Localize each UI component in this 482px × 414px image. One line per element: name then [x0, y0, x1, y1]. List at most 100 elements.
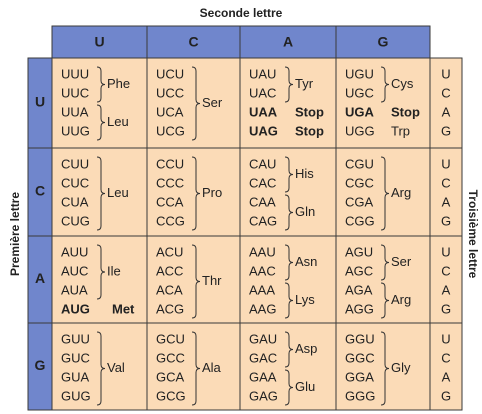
- third-letter: U: [441, 331, 450, 346]
- third-letter: U: [441, 156, 450, 171]
- codon: AUG: [61, 301, 90, 316]
- codon: CAC: [249, 175, 276, 190]
- codon: CGC: [345, 175, 374, 190]
- cell: [51, 322, 148, 411]
- codon: CAA: [249, 194, 276, 209]
- amino-acid: Trp: [391, 123, 410, 138]
- codon: GAG: [249, 388, 278, 403]
- amino-acid: Cys: [391, 76, 414, 91]
- header-band: [51, 25, 431, 59]
- third-letter: A: [442, 104, 451, 119]
- codon: GUC: [61, 350, 90, 365]
- third-letter: A: [442, 282, 451, 297]
- brace: [96, 244, 106, 300]
- codon: CCC: [156, 175, 184, 190]
- codon: CCU: [156, 156, 184, 171]
- amino-acid: Thr: [202, 273, 222, 288]
- codon: CCG: [156, 213, 185, 228]
- third-letter: G: [441, 213, 451, 228]
- third-letter: U: [441, 66, 450, 81]
- codon: GCA: [156, 369, 185, 384]
- brace: [191, 66, 201, 141]
- brace: [284, 369, 294, 406]
- left-band: [27, 57, 53, 411]
- codon: CUG: [61, 213, 90, 228]
- left-label: Première lettre: [8, 192, 22, 276]
- first-letter: A: [35, 270, 45, 286]
- third-letter: A: [442, 369, 451, 384]
- top-label: Seconde lettre: [200, 6, 283, 20]
- cell: [146, 235, 241, 324]
- amino-acid: Arg: [391, 292, 411, 307]
- codon: ACG: [156, 301, 184, 316]
- amino-acid: Stop: [391, 104, 420, 119]
- third-letter: C: [441, 263, 450, 278]
- codon: GAA: [249, 369, 277, 384]
- brace: [191, 244, 201, 319]
- amino-acid: Ser: [391, 254, 412, 269]
- second-letter: G: [378, 34, 389, 50]
- amino-acid: Glu: [295, 379, 315, 394]
- codon: UCC: [156, 85, 184, 100]
- codon: UGG: [345, 123, 375, 138]
- amino-acid: His: [295, 166, 314, 181]
- brace: [284, 66, 294, 103]
- third-letter: C: [441, 350, 450, 365]
- third-letter: G: [441, 301, 451, 316]
- codon: ACA: [156, 282, 183, 297]
- codon: UGA: [345, 104, 375, 119]
- amino-acid: Stop: [295, 123, 324, 138]
- brace: [380, 66, 390, 103]
- codon: UGU: [345, 66, 374, 81]
- codon: UCA: [156, 104, 184, 119]
- brace: [380, 331, 390, 406]
- amino-acid: Met: [112, 301, 135, 316]
- codon: GCU: [156, 331, 185, 346]
- third-letter: G: [441, 388, 451, 403]
- brace: [284, 194, 294, 231]
- codon: GUU: [61, 331, 90, 346]
- second-letter: C: [188, 34, 198, 50]
- amino-acid: Gln: [295, 204, 315, 219]
- amino-acid: Phe: [107, 76, 130, 91]
- cell: [51, 235, 148, 324]
- codon: CUU: [61, 156, 89, 171]
- amino-acid: Asn: [295, 254, 317, 269]
- first-letter: C: [35, 183, 45, 199]
- brace: [284, 282, 294, 319]
- codon: GCC: [156, 350, 185, 365]
- codon: ACU: [156, 244, 183, 259]
- amino-acid: Arg: [391, 185, 411, 200]
- codon: GUG: [61, 388, 91, 403]
- brace: [380, 244, 390, 281]
- codon: UUG: [61, 123, 90, 138]
- codon: CAG: [249, 213, 277, 228]
- codon: GGC: [345, 350, 375, 365]
- brace: [96, 66, 106, 103]
- codon: ACC: [156, 263, 183, 278]
- cell: [146, 322, 241, 411]
- amino-acid: Pro: [202, 185, 222, 200]
- codon: GAU: [249, 331, 277, 346]
- codon: AAC: [249, 263, 276, 278]
- codon: UGC: [345, 85, 374, 100]
- codon: AGU: [345, 244, 373, 259]
- codon: UCG: [156, 123, 185, 138]
- codon: UAG: [249, 123, 278, 138]
- codon: CUC: [61, 175, 89, 190]
- codon: CGA: [345, 194, 374, 209]
- amino-acid: Gly: [391, 360, 411, 375]
- codon: AAA: [249, 282, 275, 297]
- amino-acid: Stop: [295, 104, 324, 119]
- third-letter: G: [441, 123, 451, 138]
- codon: UUA: [61, 104, 89, 119]
- codon: UUC: [61, 85, 89, 100]
- codon: AGC: [345, 263, 373, 278]
- brace: [96, 156, 106, 231]
- amino-acid: Tyr: [295, 76, 314, 91]
- codon: CUA: [61, 194, 89, 209]
- codon: UCU: [156, 66, 184, 81]
- cell: [335, 147, 431, 237]
- codon: AAU: [249, 244, 276, 259]
- codon: AGG: [345, 301, 374, 316]
